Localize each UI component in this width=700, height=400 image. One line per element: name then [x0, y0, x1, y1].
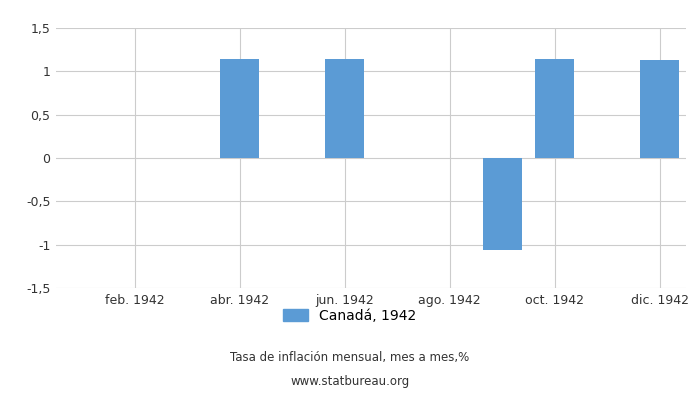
Bar	[640, 60, 680, 158]
Bar	[220, 59, 260, 158]
Bar	[325, 59, 365, 158]
Legend: Canadá, 1942: Canadá, 1942	[284, 309, 416, 323]
Bar	[535, 59, 575, 158]
Text: www.statbureau.org: www.statbureau.org	[290, 376, 410, 388]
Bar	[482, 158, 522, 250]
Text: Tasa de inflación mensual, mes a mes,%: Tasa de inflación mensual, mes a mes,%	[230, 352, 470, 364]
